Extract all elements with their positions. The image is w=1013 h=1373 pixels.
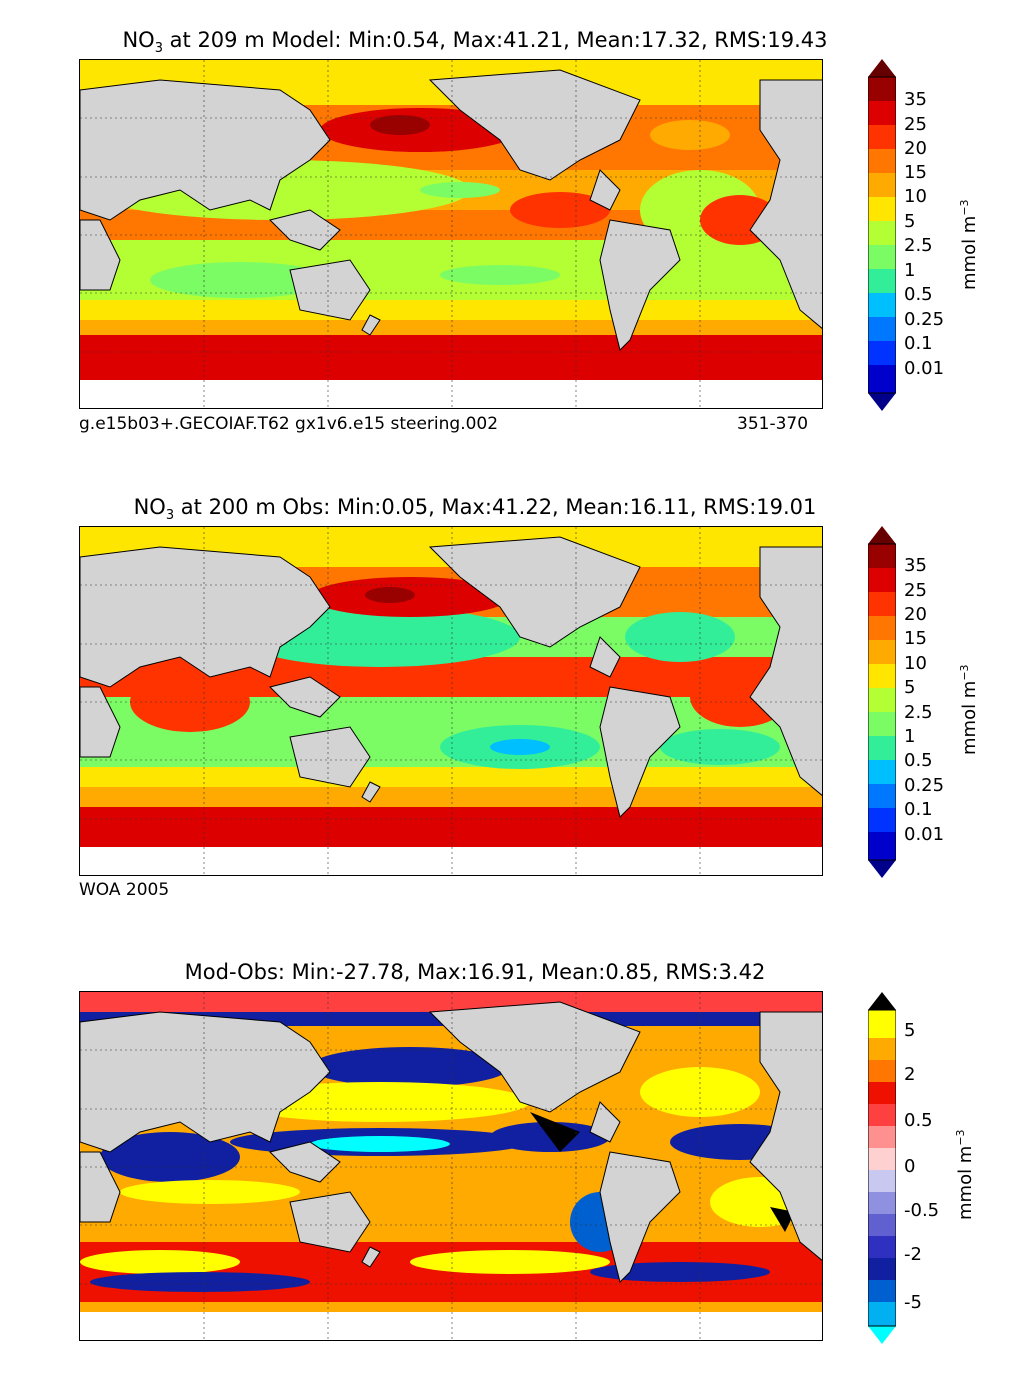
model-cbar-tick: 25 xyxy=(904,114,927,135)
model-cbar-tick: 2.5 xyxy=(904,235,933,256)
diff-cbar-tick: -5 xyxy=(904,1292,922,1313)
obs-title-text: at 200 m Obs: Min:0.05, Max:41.22, Mean:… xyxy=(174,495,817,519)
model-footer-left: g.e15b03+.GECOIAF.T62 gx1v6.e15 steering… xyxy=(79,414,499,434)
model-cbar-tick: 0.25 xyxy=(904,309,945,330)
model-cbar-tick: 15 xyxy=(904,162,927,183)
obs-cbar-tick: 10 xyxy=(904,653,927,674)
obs-cbar-tick: 35 xyxy=(904,555,927,576)
diff-cbar-tick: 0.5 xyxy=(904,1110,933,1131)
model-title-prefix: NO xyxy=(122,28,155,52)
model-cbar-unit: mmol m−3 xyxy=(958,199,980,290)
model-colorbar xyxy=(868,59,896,411)
diff-colorbar xyxy=(868,992,896,1344)
model-cbar-tick: 0.5 xyxy=(904,284,933,305)
obs-cbar-tick: 20 xyxy=(904,604,927,625)
model-title: NO3 at 209 m Model: Min:0.54, Max:41.21,… xyxy=(0,28,950,56)
model-cbar-tick: 0.01 xyxy=(904,358,945,379)
model-cbar-tick: 35 xyxy=(904,89,927,110)
diff-cbar-tick: -2 xyxy=(904,1244,922,1265)
model-cbar-tick: 0.1 xyxy=(904,333,933,354)
obs-title-prefix: NO xyxy=(133,495,166,519)
obs-title: NO3 at 200 m Obs: Min:0.05, Max:41.22, M… xyxy=(0,495,950,523)
obs-cbar-tick: 0.25 xyxy=(904,775,945,796)
diff-cbar-tick: 2 xyxy=(904,1064,916,1085)
obs-cbar-tick: 1 xyxy=(904,726,916,747)
model-cbar-tick: 5 xyxy=(904,211,916,232)
diff-cbar-unit: mmol m−3 xyxy=(954,1129,976,1220)
obs-footer-left: WOA 2005 xyxy=(79,880,170,900)
model-title-subscript: 3 xyxy=(154,41,163,57)
diff-title: Mod-Obs: Min:-27.78, Max:16.91, Mean:0.8… xyxy=(0,960,950,984)
obs-colorbar xyxy=(868,526,896,878)
model-map xyxy=(79,59,823,409)
diff-cbar-tick: 5 xyxy=(904,1020,916,1041)
model-title-text: at 209 m Model: Min:0.54, Max:41.21, Mea… xyxy=(162,28,828,52)
obs-map xyxy=(79,526,823,876)
obs-cbar-tick: 15 xyxy=(904,628,927,649)
diff-title-text: Mod-Obs: Min:-27.78, Max:16.91, Mean:0.8… xyxy=(184,960,766,984)
obs-cbar-tick: 5 xyxy=(904,677,916,698)
obs-cbar-tick: 0.1 xyxy=(904,799,933,820)
obs-cbar-unit: mmol m−3 xyxy=(958,664,980,755)
model-cbar-tick: 1 xyxy=(904,260,916,281)
obs-cbar-tick: 2.5 xyxy=(904,702,933,723)
model-cbar-tick: 10 xyxy=(904,186,927,207)
obs-cbar-tick: 25 xyxy=(904,580,927,601)
diff-cbar-tick: -0.5 xyxy=(904,1200,940,1221)
model-footer-right: 351-370 xyxy=(737,414,809,434)
diff-cbar-tick: 0 xyxy=(904,1156,916,1177)
diff-map xyxy=(79,991,823,1341)
obs-title-subscript: 3 xyxy=(165,508,175,524)
obs-cbar-tick: 0.01 xyxy=(904,824,945,845)
obs-cbar-tick: 0.5 xyxy=(904,750,933,771)
model-cbar-tick: 20 xyxy=(904,138,927,159)
